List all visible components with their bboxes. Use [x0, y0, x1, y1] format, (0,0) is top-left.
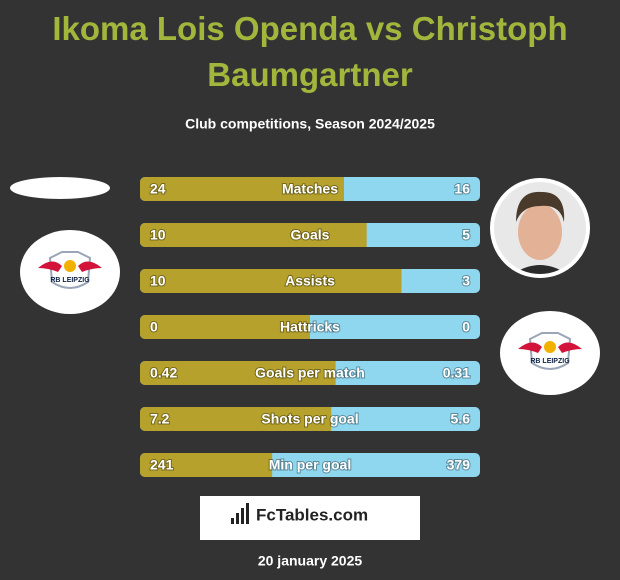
- bar-left: [140, 177, 344, 201]
- left-value: 10: [150, 273, 166, 289]
- right-value: 3: [462, 273, 470, 289]
- bar-left: [140, 361, 336, 385]
- left-value: 7.2: [150, 411, 170, 427]
- subtitle: Club competitions, Season 2024/2025: [185, 116, 435, 132]
- row-label: Goals: [291, 227, 330, 243]
- bar-left: [140, 453, 273, 477]
- bar-left: [140, 223, 367, 247]
- bar-left: [140, 315, 310, 339]
- club-logo-left: RB LEIPZIG: [20, 230, 120, 314]
- bar-left: [140, 269, 402, 293]
- blank-logo: [10, 177, 110, 199]
- row-label: Hattricks: [280, 319, 340, 335]
- row-label: Goals per match: [255, 365, 365, 381]
- left-value: 10: [150, 227, 166, 243]
- row-label: Assists: [285, 273, 335, 289]
- left-value: 0.42: [150, 365, 177, 381]
- left-value: 0: [150, 319, 158, 335]
- right-value: 379: [447, 457, 471, 473]
- svg-text:RB LEIPZIG: RB LEIPZIG: [530, 358, 570, 365]
- right-value: 5: [462, 227, 470, 243]
- brand-icon: [231, 503, 249, 524]
- row-label: Min per goal: [269, 457, 351, 473]
- svg-text:RB LEIPZIG: RB LEIPZIG: [50, 277, 90, 284]
- bar-left: [140, 407, 332, 431]
- title: Ikoma Lois Openda vs Christoph Baumgartn…: [52, 10, 568, 93]
- player-photo: [490, 178, 590, 278]
- left-value: 241: [150, 457, 174, 473]
- club-logo-right: RB LEIPZIG: [500, 311, 600, 395]
- right-value: 0.31: [443, 365, 470, 381]
- left-value: 24: [150, 181, 166, 197]
- right-value: 0: [462, 319, 470, 335]
- row-label: Matches: [282, 181, 338, 197]
- right-value: 5.6: [451, 411, 471, 427]
- row-label: Shots per goal: [261, 411, 358, 427]
- brand: FcTables.com: [256, 505, 368, 524]
- right-value: 16: [454, 181, 470, 197]
- date: 20 january 2025: [258, 553, 363, 569]
